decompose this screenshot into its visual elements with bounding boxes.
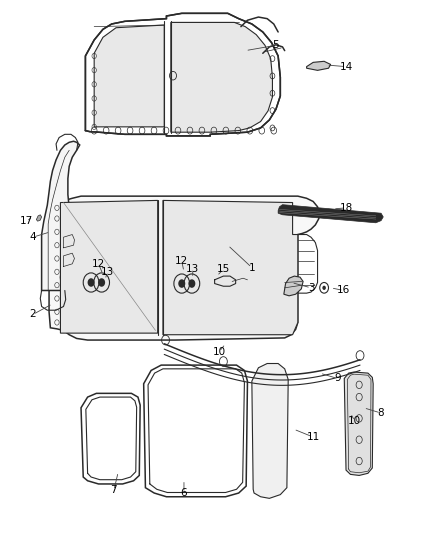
Circle shape bbox=[322, 286, 326, 290]
Text: 17: 17 bbox=[20, 216, 33, 226]
Text: 7: 7 bbox=[110, 486, 117, 495]
Text: 11: 11 bbox=[307, 432, 320, 442]
Text: 13: 13 bbox=[186, 264, 199, 274]
Text: 12: 12 bbox=[175, 256, 188, 266]
Polygon shape bbox=[278, 205, 383, 223]
Text: 10: 10 bbox=[212, 347, 226, 357]
Circle shape bbox=[188, 279, 195, 288]
Polygon shape bbox=[60, 200, 158, 333]
Polygon shape bbox=[284, 276, 303, 296]
Text: 8: 8 bbox=[378, 408, 385, 418]
Text: 16: 16 bbox=[337, 286, 350, 295]
Text: 4: 4 bbox=[29, 232, 36, 242]
Circle shape bbox=[98, 278, 105, 287]
Text: 3: 3 bbox=[307, 283, 314, 293]
Circle shape bbox=[178, 279, 185, 288]
Text: 1: 1 bbox=[248, 263, 255, 272]
Text: 6: 6 bbox=[180, 488, 187, 498]
Polygon shape bbox=[252, 364, 288, 498]
Polygon shape bbox=[344, 372, 373, 475]
Polygon shape bbox=[307, 61, 331, 70]
Text: 5: 5 bbox=[272, 41, 279, 50]
Circle shape bbox=[88, 278, 95, 287]
Text: 15: 15 bbox=[217, 264, 230, 274]
Text: 14: 14 bbox=[339, 62, 353, 71]
Polygon shape bbox=[85, 13, 280, 136]
Polygon shape bbox=[36, 215, 42, 221]
Polygon shape bbox=[94, 25, 164, 127]
Text: 12: 12 bbox=[92, 259, 105, 269]
Polygon shape bbox=[42, 141, 80, 290]
Polygon shape bbox=[81, 393, 140, 484]
Polygon shape bbox=[163, 200, 298, 335]
Text: 9: 9 bbox=[334, 374, 341, 383]
Polygon shape bbox=[171, 22, 272, 132]
Text: 18: 18 bbox=[339, 203, 353, 213]
Text: 13: 13 bbox=[101, 267, 114, 277]
Text: 10: 10 bbox=[348, 416, 361, 426]
Polygon shape bbox=[49, 196, 319, 340]
Text: 2: 2 bbox=[29, 310, 36, 319]
Polygon shape bbox=[144, 365, 247, 497]
